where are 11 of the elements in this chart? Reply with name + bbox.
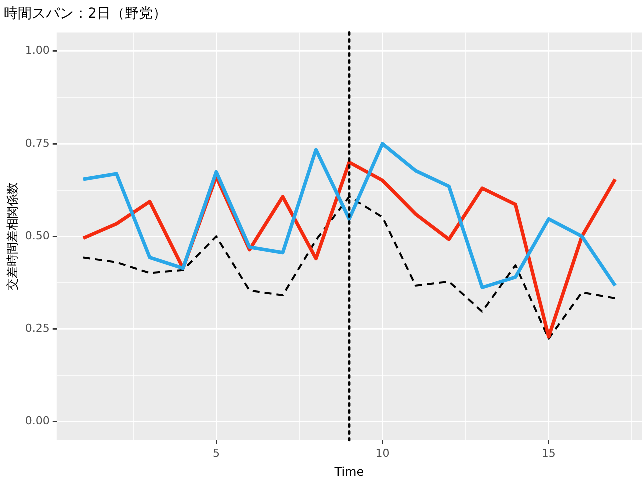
y-tick-label: 0.50: [25, 229, 50, 242]
y-tick-label: 0.25: [25, 322, 50, 336]
x-axis-title: Time: [334, 464, 364, 479]
x-tick-label: 5: [212, 446, 220, 460]
x-tick-label: 10: [376, 446, 390, 460]
chart-title: 時間スパン：2日（野党）: [4, 6, 167, 22]
text: 0.00: [25, 414, 50, 428]
y-tick-label: 1.00: [25, 44, 50, 58]
y-tick-label: 0.75: [25, 136, 50, 150]
y-axis-title: 交差時間差相関係数: [5, 182, 20, 291]
x-tick-label: 15: [542, 446, 556, 460]
